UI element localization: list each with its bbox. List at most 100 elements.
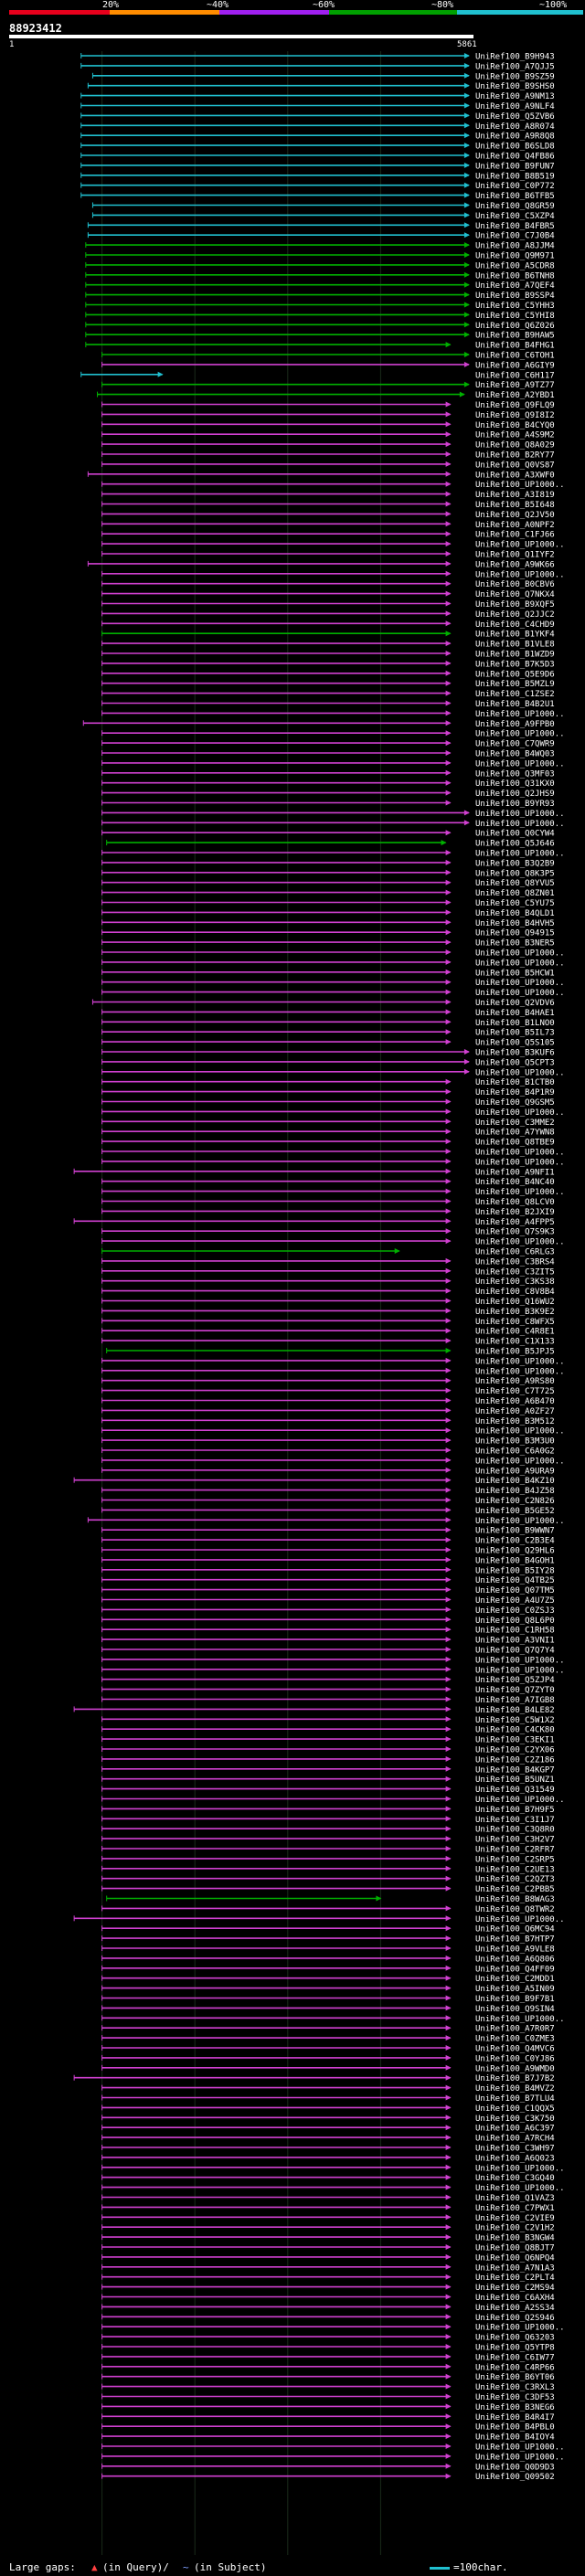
- hit-id-label[interactable]: UniRef100_C6IW77: [475, 2353, 555, 2362]
- hit-id-label[interactable]: UniRef100_B5JPJ5: [475, 1348, 555, 1357]
- hit-row[interactable]: UniRef100_UP1000..: [101, 541, 565, 550]
- hit-row[interactable]: UniRef100_B3NER5: [101, 939, 555, 949]
- hit-id-label[interactable]: UniRef100_B5IL73: [475, 1029, 555, 1038]
- hit-row[interactable]: UniRef100_UP1000..: [101, 2453, 565, 2462]
- hit-id-label[interactable]: UniRef100_B8B519: [475, 172, 555, 181]
- hit-row[interactable]: UniRef100_C3RXL3: [101, 2383, 555, 2392]
- hit-row[interactable]: UniRef100_C5YHH3: [85, 302, 555, 311]
- hit-row[interactable]: UniRef100_UP1000..: [101, 1666, 565, 1675]
- hit-id-label[interactable]: UniRef100_A9TZ77: [475, 381, 555, 390]
- hit-row[interactable]: UniRef100_Q8LCV0: [101, 1198, 555, 1207]
- hit-row[interactable]: UniRef100_C2N826: [101, 1497, 555, 1506]
- hit-id-label[interactable]: UniRef100_C4CK80: [475, 1726, 555, 1735]
- hit-row[interactable]: UniRef100_C2RFR7: [101, 1846, 555, 1855]
- hit-row[interactable]: UniRef100_B5I648: [101, 501, 555, 510]
- hit-row[interactable]: UniRef100_B9YR93: [101, 800, 555, 809]
- hit-id-label[interactable]: UniRef100_UP1000..: [475, 1108, 565, 1118]
- hit-row[interactable]: UniRef100_B5UNZ1: [101, 1776, 555, 1785]
- hit-id-label[interactable]: UniRef100_UP1000..: [475, 1457, 565, 1466]
- hit-row[interactable]: UniRef100_C6IW77: [101, 2353, 555, 2362]
- hit-row[interactable]: UniRef100_B4R4I7: [101, 2413, 555, 2422]
- hit-row[interactable]: UniRef100_B4IOY4: [101, 2433, 555, 2443]
- hit-row[interactable]: UniRef100_UP1000..: [101, 959, 565, 968]
- hit-id-label[interactable]: UniRef100_A4U7Z5: [475, 1596, 555, 1606]
- hit-row[interactable]: UniRef100_B9H943: [80, 53, 555, 62]
- hit-row[interactable]: UniRef100_B8WAG3: [106, 1895, 555, 1904]
- hit-row[interactable]: UniRef100_C1RH58: [101, 1627, 555, 1636]
- hit-id-label[interactable]: UniRef100_UP1000..: [475, 710, 565, 719]
- hit-row[interactable]: UniRef100_C4RP66: [101, 2363, 555, 2372]
- hit-id-label[interactable]: UniRef100_A9NLF4: [475, 102, 555, 111]
- hit-row[interactable]: UniRef100_A3VNI1: [101, 1637, 555, 1646]
- hit-row[interactable]: UniRef100_A6Q806: [101, 1955, 555, 1964]
- hit-id-label[interactable]: UniRef100_C2PLT4: [475, 2274, 555, 2283]
- hit-row[interactable]: UniRef100_Q9FLQ9: [101, 401, 555, 410]
- hit-row[interactable]: UniRef100_Q31549: [101, 1786, 555, 1795]
- hit-id-label[interactable]: UniRef100_B5MZL9: [475, 680, 555, 689]
- hit-row[interactable]: UniRef100_C3K750: [101, 2115, 555, 2124]
- hit-id-label[interactable]: UniRef100_UP1000..: [475, 2443, 565, 2453]
- hit-id-label[interactable]: UniRef100_Q5CPT3: [475, 1058, 555, 1067]
- hit-row[interactable]: UniRef100_UP1000..: [101, 979, 565, 988]
- hit-id-label[interactable]: UniRef100_UP1000..: [475, 541, 565, 550]
- hit-id-label[interactable]: UniRef100_Q5ZVB6: [475, 112, 555, 122]
- hit-id-label[interactable]: UniRef100_Q31KX0: [475, 779, 555, 789]
- hit-id-label[interactable]: UniRef100_UP1000..: [475, 2184, 565, 2193]
- hit-row[interactable]: UniRef100_B6YT06: [101, 2373, 555, 2382]
- hit-row[interactable]: UniRef100_A9FPB0: [82, 720, 555, 729]
- hit-id-label[interactable]: UniRef100_UP1000..: [475, 820, 565, 829]
- hit-row[interactable]: UniRef100_C3EKI1: [101, 1736, 555, 1745]
- hit-id-label[interactable]: UniRef100_Q16WU2: [475, 1298, 555, 1307]
- hit-row[interactable]: UniRef100_Q0D9D3: [101, 2463, 555, 2472]
- hit-row[interactable]: UniRef100_B9F7B1: [101, 1995, 555, 2004]
- hit-row[interactable]: UniRef100_UP1000..: [101, 1796, 565, 1805]
- hit-id-label[interactable]: UniRef100_C2RFR7: [475, 1846, 555, 1855]
- hit-row[interactable]: UniRef100_UP1000..: [101, 820, 565, 829]
- hit-id-label[interactable]: UniRef100_C0P772: [475, 182, 555, 191]
- hit-row[interactable]: UniRef100_C6H117: [80, 371, 555, 380]
- hit-id-label[interactable]: UniRef100_B1VLE8: [475, 641, 555, 650]
- hit-id-label[interactable]: UniRef100_C3ZIT5: [475, 1267, 555, 1277]
- hit-id-label[interactable]: UniRef100_A9NM13: [475, 92, 555, 101]
- hit-id-label[interactable]: UniRef100_Q8TWR2: [475, 1905, 555, 1914]
- hit-id-label[interactable]: UniRef100_Q5E9D6: [475, 670, 555, 679]
- hit-row[interactable]: UniRef100_C2Z186: [101, 1755, 555, 1765]
- hit-row[interactable]: UniRef100_A9WMD0: [101, 2064, 555, 2073]
- hit-row[interactable]: UniRef100_B9HAW5: [85, 332, 555, 341]
- hit-row[interactable]: UniRef100_UP1000..: [73, 1915, 565, 1924]
- hit-id-label[interactable]: UniRef100_B4KZ10: [475, 1477, 555, 1486]
- hit-id-label[interactable]: UniRef100_B5UNZ1: [475, 1776, 555, 1785]
- hit-id-label[interactable]: UniRef100_Q7ZYT0: [475, 1686, 555, 1695]
- hit-id-label[interactable]: UniRef100_C3K750: [475, 2115, 555, 2124]
- hit-id-label[interactable]: UniRef100_C5XZP4: [475, 212, 555, 221]
- hit-id-label[interactable]: UniRef100_B1YKF4: [475, 631, 555, 640]
- hit-row[interactable]: UniRef100_B4MVZ2: [101, 2084, 555, 2094]
- hit-row[interactable]: UniRef100_Q8ZN01: [101, 889, 555, 898]
- hit-row[interactable]: UniRef100_Q4TB25: [101, 1576, 555, 1585]
- hit-id-label[interactable]: UniRef100_B9SHS0: [475, 82, 555, 91]
- hit-id-label[interactable]: UniRef100_Q2JHS9: [475, 790, 555, 799]
- hit-row[interactable]: UniRef100_C0YJ86: [101, 2054, 555, 2063]
- hit-row[interactable]: UniRef100_C2B3E4: [101, 1537, 555, 1546]
- hit-row[interactable]: UniRef100_A7RCH4: [101, 2135, 555, 2144]
- hit-row[interactable]: UniRef100_B0CBV6: [101, 580, 555, 589]
- hit-row[interactable]: UniRef100_Q7Q7Y4: [101, 1647, 555, 1656]
- hit-id-label[interactable]: UniRef100_Q7Q7Y4: [475, 1647, 555, 1656]
- hit-id-label[interactable]: UniRef100_A9RS80: [475, 1377, 555, 1386]
- hit-id-label[interactable]: UniRef100_UP1000..: [475, 2164, 565, 2173]
- hit-row[interactable]: UniRef100_C1QQX5: [101, 2104, 555, 2114]
- hit-row[interactable]: UniRef100_C2YX06: [101, 1746, 555, 1755]
- hit-row[interactable]: UniRef100_B2RY77: [101, 451, 555, 461]
- hit-row[interactable]: UniRef100_C5W1X2: [101, 1716, 555, 1725]
- hit-id-label[interactable]: UniRef100_C8V8B4: [475, 1288, 555, 1297]
- hit-id-label[interactable]: UniRef100_A9WK66: [475, 560, 555, 569]
- hit-id-label[interactable]: UniRef100_B9FUN7: [475, 162, 555, 171]
- hit-row[interactable]: UniRef100_C2VIE9: [101, 2214, 555, 2223]
- hit-id-label[interactable]: UniRef100_B4HVH5: [475, 919, 555, 928]
- hit-id-label[interactable]: UniRef100_Q0D9D3: [475, 2463, 555, 2472]
- hit-id-label[interactable]: UniRef100_UP1000..: [475, 979, 565, 988]
- hit-id-label[interactable]: UniRef100_C3Q8R0: [475, 1826, 555, 1835]
- hit-id-label[interactable]: UniRef100_Q2JV50: [475, 511, 555, 520]
- hit-id-label[interactable]: UniRef100_B6SLD8: [475, 143, 555, 152]
- hit-row[interactable]: UniRef100_C2V1H2: [101, 2224, 555, 2233]
